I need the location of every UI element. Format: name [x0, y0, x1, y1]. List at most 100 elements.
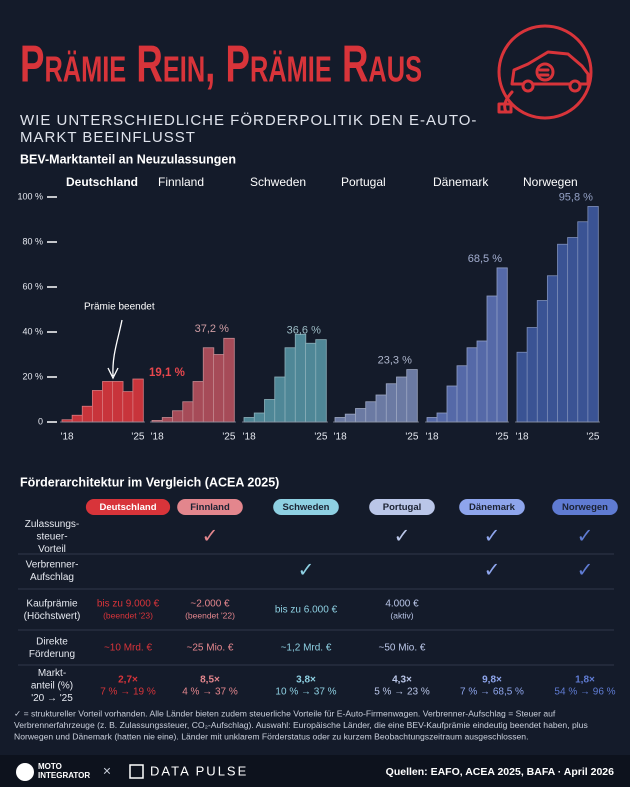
- bar: [91, 390, 104, 423]
- bar: [496, 267, 508, 423]
- cell-value: 4,3×: [392, 675, 412, 686]
- cell-value: ~10 Mrd. €: [104, 643, 153, 654]
- cell-value: 4.000 €: [385, 599, 419, 610]
- bar: [305, 342, 317, 423]
- value-label: 36,6 %: [287, 325, 321, 337]
- cell-value: bis zu 6.000 €: [275, 605, 338, 616]
- row-label: Markt-: [38, 668, 66, 679]
- x-tick-label: '25: [586, 432, 599, 443]
- column-pill: [552, 499, 618, 515]
- bar: [213, 354, 225, 423]
- cell-value: ~25 Mio. €: [187, 643, 234, 654]
- y-tick-label: 60 %: [22, 281, 43, 291]
- row-label: Förderung: [29, 649, 75, 660]
- bar: [274, 376, 286, 423]
- table-title: Förderarchitektur im Vergleich (ACEA 202…: [20, 475, 279, 489]
- cell-value: bis zu 9.000 €: [97, 599, 160, 610]
- moto-logo-mark: [16, 763, 34, 781]
- chart-title: Norwegen: [523, 175, 578, 189]
- chart-title: Portugal: [341, 175, 386, 189]
- section-title: BEV-Marktanteil an Neuzulassungen: [20, 152, 236, 166]
- footnote: Verbrennerfahrzeuge (z. B. Zulassungsste…: [14, 720, 588, 730]
- y-tick-label: 40 %: [22, 326, 43, 336]
- row-label: Aufschlag: [30, 572, 74, 583]
- brand-moto: MOTO: [38, 762, 62, 771]
- check-mark: ✓: [484, 525, 501, 547]
- subtitle: WIE UNTERSCHIEDLICHE FÖRDERPOLITIK DEN E…: [20, 111, 477, 129]
- bar: [315, 339, 327, 423]
- bar: [172, 410, 184, 423]
- bar: [294, 333, 307, 423]
- row-label: Zulassungs-: [25, 519, 79, 530]
- row-label: Vorteil: [38, 544, 66, 555]
- cell-value: 3,8×: [296, 675, 316, 686]
- bar: [546, 275, 559, 423]
- x-tick-label: '25: [314, 432, 327, 443]
- bar: [223, 337, 235, 423]
- bar: [161, 417, 174, 423]
- bar: [557, 243, 569, 423]
- cell-value: ~1,2 Mrd. €: [281, 643, 332, 654]
- brand-data-pulse: DATA PULSE: [150, 763, 248, 778]
- bar: [192, 381, 204, 423]
- bar: [436, 412, 448, 423]
- cell-value: 1,8×: [575, 675, 595, 686]
- bar: [102, 381, 114, 423]
- bar: [71, 414, 83, 423]
- bar: [426, 417, 438, 423]
- brand-separator: ×: [103, 763, 111, 779]
- cell-value: 2,7×: [118, 675, 138, 686]
- cell-note: 5 % → 23 %: [374, 687, 430, 698]
- x-tick-label: '18: [243, 432, 256, 443]
- sources: Quellen: EAFO, ACEA 2025, BAFA · April 2…: [386, 766, 614, 778]
- x-tick-label: '18: [61, 432, 74, 443]
- bar: [344, 413, 357, 423]
- bar: [264, 399, 276, 423]
- bar: [577, 221, 589, 423]
- chart-title: Schweden: [250, 175, 306, 189]
- footnote: ✓ = struktureller Vorteil vorhanden. All…: [14, 708, 556, 718]
- value-label: 23,3 %: [378, 354, 412, 366]
- x-tick-label: '25: [495, 432, 508, 443]
- check-mark: ✓: [577, 559, 594, 581]
- bar: [466, 347, 478, 423]
- row-label: steuer-: [36, 532, 67, 543]
- bar: [385, 383, 398, 423]
- bar: [122, 391, 134, 423]
- chart-title: Finnland: [158, 175, 204, 189]
- bar: [132, 378, 144, 423]
- check-mark: ✓: [298, 559, 315, 581]
- cell-note: 10 % → 37 %: [275, 687, 336, 698]
- bar: [334, 417, 346, 423]
- check-mark: ✓: [484, 559, 501, 581]
- bar: [396, 376, 408, 423]
- annotation: Prämie beendet: [84, 302, 155, 313]
- x-tick-label: '25: [222, 432, 235, 443]
- value-label: 95,8 %: [559, 191, 593, 203]
- column-header: Finnland: [190, 502, 230, 513]
- cell-value: ~50 Mio. €: [379, 643, 426, 654]
- cell-note: (beendet '22): [185, 610, 235, 620]
- bar: [476, 340, 488, 423]
- column-pill: [85, 499, 171, 515]
- cell-note: (aktiv): [390, 610, 413, 620]
- x-tick-label: '18: [516, 432, 529, 443]
- column-header: Norwegen: [562, 502, 608, 513]
- check-mark: ✓: [202, 525, 219, 547]
- bar: [536, 300, 549, 423]
- title: Prämie Rein, Prämie Raus: [20, 36, 422, 94]
- bar: [365, 401, 377, 423]
- cell-note: 54 % → 96 %: [554, 687, 615, 698]
- column-pill: [369, 499, 435, 515]
- bar: [112, 381, 124, 423]
- cell-note: 7 % → 68,5 %: [460, 687, 524, 698]
- column-header: Portugal: [383, 502, 422, 513]
- row-label: Direkte: [36, 636, 68, 647]
- row-label: anteil (%): [31, 681, 73, 692]
- bar: [486, 295, 498, 423]
- y-tick-label: 100 %: [17, 191, 43, 201]
- bar: [182, 401, 194, 423]
- y-tick-label: 80 %: [22, 236, 43, 246]
- annotation-arrow: [107, 319, 123, 380]
- cell-note: (beendet '23): [103, 610, 153, 620]
